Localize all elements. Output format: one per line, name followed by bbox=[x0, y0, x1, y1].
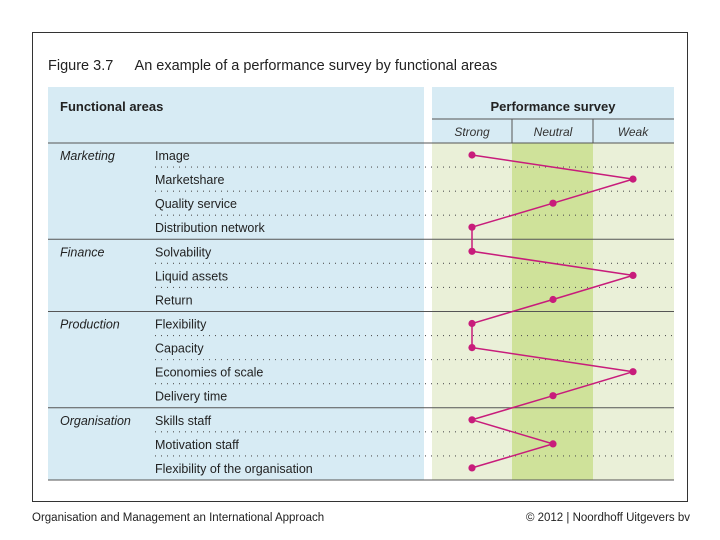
item-label: Flexibility of the organisation bbox=[155, 462, 313, 476]
item-label: Quality service bbox=[155, 197, 237, 211]
functional-areas-panel bbox=[48, 87, 424, 480]
scale-header-panel bbox=[432, 119, 674, 143]
score-marker bbox=[629, 175, 637, 183]
score-marker bbox=[549, 199, 557, 207]
score-marker bbox=[468, 344, 476, 352]
score-marker bbox=[468, 223, 476, 231]
group-label: Marketing bbox=[60, 149, 115, 163]
group-label: Organisation bbox=[60, 414, 131, 428]
item-label: Solvability bbox=[155, 245, 212, 259]
item-label: Delivery time bbox=[155, 390, 227, 404]
score-marker bbox=[549, 295, 557, 304]
score-marker bbox=[629, 271, 637, 279]
rows-layer: Marketing Image Marketshare Quality service… bbox=[48, 142, 674, 481]
score-marker bbox=[549, 440, 557, 448]
score-marker bbox=[468, 247, 476, 255]
score-marker bbox=[549, 392, 557, 400]
group-label: Finance bbox=[60, 245, 105, 259]
performance-profile-line bbox=[469, 154, 634, 469]
item-label: Capacity bbox=[155, 342, 204, 356]
figure-number: Figure 3.7 bbox=[48, 58, 114, 74]
item-label: Marketshare bbox=[155, 173, 225, 187]
item-label: Motivation staff bbox=[155, 438, 239, 452]
scale-label-weak: Weak bbox=[618, 125, 649, 139]
item-label: Flexibility bbox=[155, 317, 207, 331]
item-label: Image bbox=[155, 149, 190, 163]
scale-label-strong: Strong bbox=[454, 125, 490, 139]
score-marker bbox=[629, 368, 637, 376]
item-label: Skills staff bbox=[155, 414, 212, 428]
functional-areas-header: Functional areas bbox=[60, 99, 163, 114]
footer-copyright: © 2012 | Noordhoff Uitgevers bv bbox=[525, 512, 690, 524]
score-marker bbox=[468, 151, 476, 159]
scale-label-neutral: Neutral bbox=[534, 125, 573, 139]
footer-book-title: Organisation and Management an Internati… bbox=[32, 512, 325, 524]
item-label: Liquid assets bbox=[155, 269, 228, 283]
markers-layer bbox=[468, 151, 637, 472]
survey-header-panel bbox=[432, 87, 674, 119]
figure-caption: An example of a performance survey by fu… bbox=[134, 58, 498, 74]
group-label: Production bbox=[60, 317, 120, 331]
score-marker bbox=[468, 416, 476, 424]
performance-survey-header: Performance survey bbox=[490, 99, 616, 114]
item-label: Economies of scale bbox=[155, 366, 263, 380]
score-marker bbox=[468, 319, 476, 328]
score-marker bbox=[468, 464, 476, 472]
item-label: Distribution network bbox=[155, 221, 266, 235]
figure-title: Figure 3.7 An example of a performance s… bbox=[48, 58, 497, 74]
item-label: Return bbox=[155, 293, 193, 307]
